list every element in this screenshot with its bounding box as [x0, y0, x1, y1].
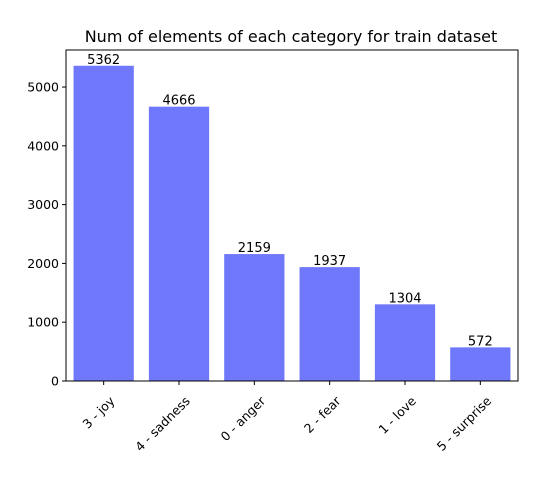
- y-tick-label: 0: [51, 374, 59, 389]
- y-tick-label: 3000: [27, 197, 59, 212]
- x-tick-label: 4 - sadness: [132, 393, 193, 454]
- bar: [450, 347, 511, 381]
- y-tick-label: 2000: [27, 256, 59, 271]
- y-tick-label: 4000: [27, 138, 59, 153]
- x-tick-label: 0 - anger: [217, 393, 268, 444]
- data-label: 1304: [388, 291, 421, 306]
- y-tick-label: 5000: [27, 80, 59, 95]
- data-label: 2159: [238, 241, 271, 256]
- y-axis: 0 1000 2000 3000 4000 5000: [27, 80, 66, 389]
- x-tick-label: 3 - joy: [79, 393, 118, 432]
- bar: [374, 304, 436, 381]
- bar: [224, 254, 285, 381]
- data-label: 4666: [162, 94, 195, 109]
- data-label: 1937: [313, 254, 346, 269]
- x-axis: 3 - joy 4 - sadness 0 - anger 2 - fear 1 - l…: [79, 381, 494, 454]
- bars-group: 5362 4666 2159 1937 1304 572: [73, 53, 511, 382]
- chart-title: Num of elements of each category for tra…: [85, 27, 498, 46]
- data-label: 5362: [87, 53, 120, 68]
- x-tick-label: 5 - surprise: [434, 393, 495, 454]
- plot-frame: [65, 49, 519, 382]
- data-label: 572: [468, 334, 493, 349]
- bar: [148, 106, 210, 382]
- bar: [299, 267, 360, 381]
- x-tick-label: 1 - love: [375, 393, 419, 437]
- x-tick-label: 2 - fear: [301, 393, 344, 436]
- y-tick-label: 1000: [27, 315, 59, 330]
- bar: [73, 65, 134, 382]
